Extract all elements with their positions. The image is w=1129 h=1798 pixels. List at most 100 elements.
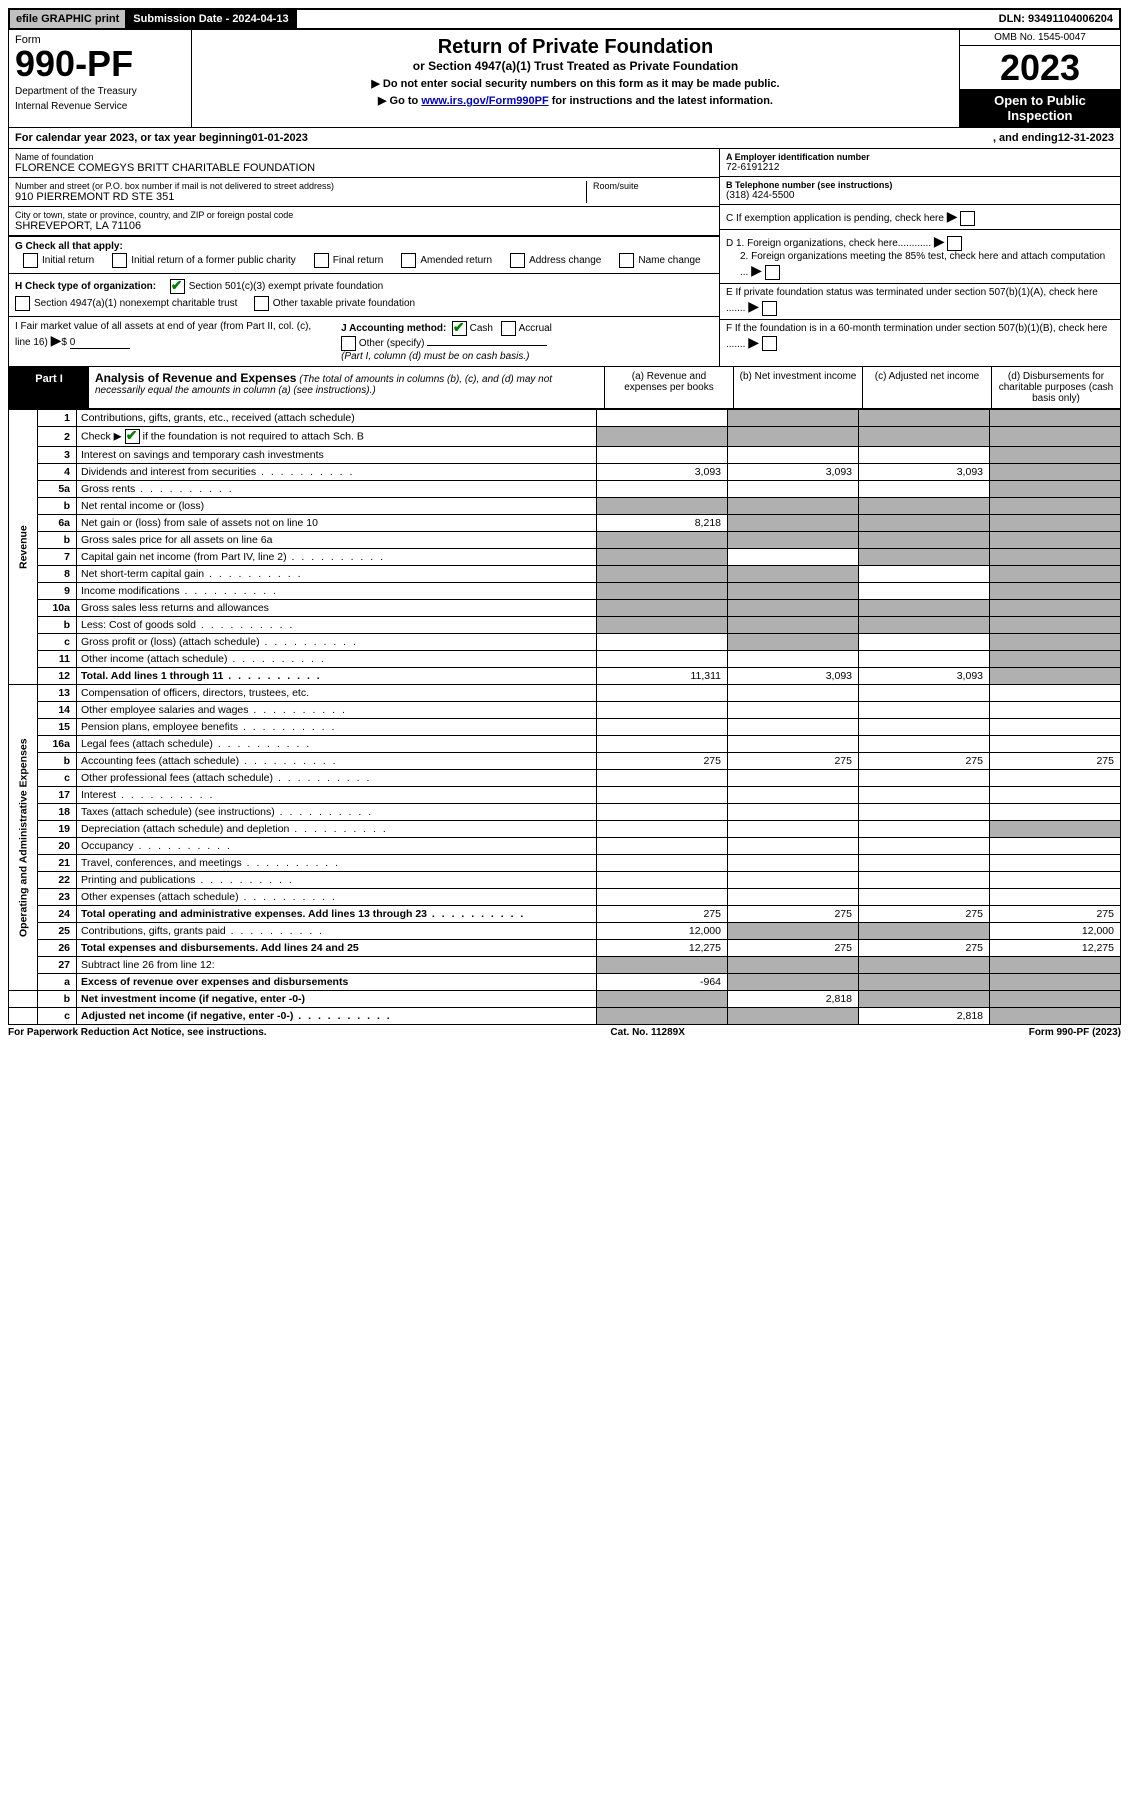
schb-checkbox[interactable] [125, 429, 140, 444]
dept-treasury: Department of the Treasury [15, 86, 185, 97]
table-row: 14Other employee salaries and wages [9, 702, 1121, 719]
row-desc: Capital gain net income (from Part IV, l… [77, 549, 597, 566]
form-header: Form 990-PF Department of the Treasury I… [8, 30, 1121, 128]
amt-cell: 3,093 [859, 464, 990, 481]
city-state-zip: SHREVEPORT, LA 71106 [15, 220, 713, 232]
d1-checkbox[interactable] [947, 236, 962, 251]
g-opt-label: Final return [333, 255, 384, 266]
section-f: F If the foundation is in a 60-month ter… [720, 320, 1120, 367]
row-desc: Printing and publications [77, 872, 597, 889]
section-e: E If private foundation status was termi… [720, 284, 1120, 320]
table-row: 21Travel, conferences, and meetings [9, 855, 1121, 872]
j-accrual-checkbox[interactable] [501, 321, 516, 336]
g-address-change[interactable]: Address change [510, 252, 601, 269]
j-other-input[interactable] [427, 345, 547, 346]
j-cash-checkbox[interactable] [452, 321, 467, 336]
footer-mid: Cat. No. 11289X [610, 1027, 684, 1038]
row-desc: Income modifications [77, 583, 597, 600]
table-row: 18Taxes (attach schedule) (see instructi… [9, 804, 1121, 821]
amt-cell: 275 [859, 906, 990, 923]
e-checkbox[interactable] [762, 301, 777, 316]
top-bar: efile GRAPHIC print Submission Date - 20… [8, 8, 1121, 30]
table-row: 17Interest [9, 787, 1121, 804]
e-label: E If private foundation status was termi… [726, 287, 1098, 314]
section-d: D 1. Foreign organizations, check here..… [720, 230, 1120, 284]
g-initial-former[interactable]: Initial return of a former public charit… [112, 252, 296, 269]
row-desc: Legal fees (attach schedule) [77, 736, 597, 753]
revenue-side-label: Revenue [9, 410, 38, 685]
amt-cell: 3,093 [859, 668, 990, 685]
row-desc: Compensation of officers, directors, tru… [77, 685, 597, 702]
part1-label: Part I [9, 367, 89, 408]
arrow-icon: ▶ [51, 332, 62, 348]
j-other-checkbox[interactable] [341, 336, 356, 351]
table-row: 3Interest on savings and temporary cash … [9, 447, 1121, 464]
instructions-link[interactable]: www.irs.gov/Form990PF [421, 95, 548, 107]
table-row: 27Subtract line 26 from line 12: [9, 957, 1121, 974]
efile-print-button[interactable]: efile GRAPHIC print [10, 10, 127, 28]
submission-date: Submission Date - 2024-04-13 [127, 10, 296, 28]
dept-irs: Internal Revenue Service [15, 101, 185, 112]
j-label: J Accounting method: [341, 323, 446, 334]
table-row: cGross profit or (loss) (attach schedule… [9, 634, 1121, 651]
address-row: Number and street (or P.O. box number if… [9, 178, 719, 207]
table-row: 24Total operating and administrative exp… [9, 906, 1121, 923]
address-cell: Number and street (or P.O. box number if… [15, 181, 586, 203]
room-label: Room/suite [593, 181, 713, 191]
amt-cell: 275 [597, 906, 728, 923]
section-j-block: J Accounting method: Cash Accrual Other … [341, 321, 713, 362]
amt-cell: 11,311 [597, 668, 728, 685]
table-row: 22Printing and publications [9, 872, 1121, 889]
footer-right: Form 990-PF (2023) [1029, 1027, 1121, 1038]
arrow-icon: ▶ [748, 298, 759, 314]
arrow-icon: ▶ [748, 334, 759, 350]
row-desc: Interest on savings and temporary cash i… [77, 447, 597, 464]
amt-cell: 275 [728, 906, 859, 923]
g-amended-return[interactable]: Amended return [401, 252, 492, 269]
row-desc: Gross sales price for all assets on line… [77, 532, 597, 549]
ein-label: A Employer identification number [726, 152, 1114, 162]
table-row: 16aLegal fees (attach schedule) [9, 736, 1121, 753]
h-other-checkbox[interactable] [254, 296, 269, 311]
g-opt-label: Amended return [420, 255, 492, 266]
row-desc: Gross sales less returns and allowances [77, 600, 597, 617]
j-note: (Part I, column (d) must be on cash basi… [341, 351, 529, 362]
row-desc: Other income (attach schedule) [77, 651, 597, 668]
calendar-year-row: For calendar year 2023, or tax year begi… [8, 128, 1121, 149]
row-desc: Gross profit or (loss) (attach schedule) [77, 634, 597, 651]
amt-cell: 275 [728, 753, 859, 770]
row-desc: Travel, conferences, and meetings [77, 855, 597, 872]
table-row: cAdjusted net income (if negative, enter… [9, 1008, 1121, 1025]
table-row: 6aNet gain or (loss) from sale of assets… [9, 515, 1121, 532]
row-desc: Accounting fees (attach schedule) [77, 753, 597, 770]
r2-post: if the foundation is not required to att… [143, 430, 364, 442]
h-4947-checkbox[interactable] [15, 296, 30, 311]
form-number: 990-PF [15, 46, 185, 82]
g-name-change[interactable]: Name change [619, 252, 700, 269]
year-block: OMB No. 1545-0047 2023 Open to Public In… [959, 30, 1120, 127]
amt-cell: 275 [597, 753, 728, 770]
h-501c3-checkbox[interactable] [170, 279, 185, 294]
row-desc: Net rental income or (loss) [77, 498, 597, 515]
section-h: H Check type of organization: Section 50… [9, 273, 719, 316]
row-desc: Interest [77, 787, 597, 804]
row-desc: Contributions, gifts, grants paid [77, 923, 597, 940]
g-initial-return[interactable]: Initial return [23, 252, 94, 269]
omb-number: OMB No. 1545-0047 [960, 30, 1120, 46]
instr-ssn: ▶ Do not enter social security numbers o… [198, 77, 953, 90]
table-row: 11Other income (attach schedule) [9, 651, 1121, 668]
c-checkbox[interactable] [960, 211, 975, 226]
amt-cell: 2,818 [728, 991, 859, 1008]
f-checkbox[interactable] [762, 336, 777, 351]
table-row: bNet investment income (if negative, ent… [9, 991, 1121, 1008]
row-desc: Total operating and administrative expen… [77, 906, 597, 923]
table-row: 7Capital gain net income (from Part IV, … [9, 549, 1121, 566]
part1-header: Part I Analysis of Revenue and Expenses … [8, 367, 1121, 409]
g-final-return[interactable]: Final return [314, 252, 384, 269]
city-label: City or town, state or province, country… [15, 210, 713, 220]
d2-checkbox[interactable] [765, 265, 780, 280]
table-row: 2 Check ▶ if the foundation is not requi… [9, 427, 1121, 447]
h-other-label: Other taxable private foundation [273, 298, 415, 309]
amt-cell: 3,093 [597, 464, 728, 481]
section-i-block: I Fair market value of all assets at end… [15, 321, 329, 362]
